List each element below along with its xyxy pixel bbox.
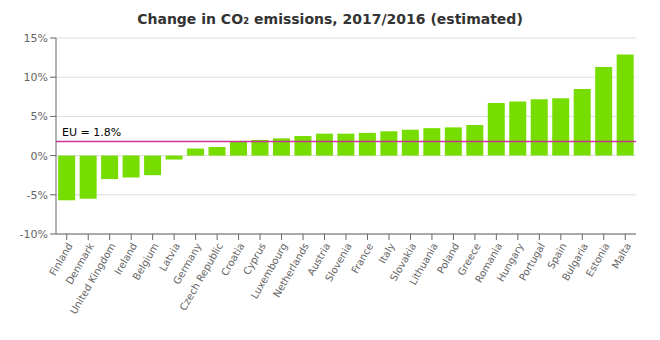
- svg-text:Greece: Greece: [455, 241, 483, 278]
- svg-text:Poland: Poland: [435, 241, 462, 276]
- svg-text:Italy: Italy: [376, 241, 396, 265]
- svg-text:Lithuania: Lithuania: [407, 241, 440, 287]
- svg-text:Cyprus: Cyprus: [241, 241, 268, 277]
- svg-text:Estonia: Estonia: [584, 241, 612, 278]
- svg-text:Portugal: Portugal: [517, 241, 547, 282]
- svg-text:Netherlands: Netherlands: [270, 241, 311, 300]
- svg-text:-5%: -5%: [27, 189, 48, 202]
- svg-text:Ireland: Ireland: [112, 241, 140, 277]
- svg-text:-10%: -10%: [20, 228, 48, 241]
- svg-text:Denmark: Denmark: [63, 241, 97, 287]
- svg-text:France: France: [349, 241, 375, 275]
- svg-text:Czech Republic: Czech Republic: [177, 241, 225, 312]
- svg-text:Hungary: Hungary: [494, 241, 526, 284]
- svg-text:Croatia: Croatia: [219, 241, 247, 278]
- svg-text:Slovakia: Slovakia: [387, 241, 419, 283]
- html-text:Change in CO₂ emissions, 2017/: Change in CO₂ emissions, 2017/2016 (esti…: [137, 11, 523, 27]
- svg-text:Austria: Austria: [305, 241, 333, 278]
- svg-text:Luxembourg: Luxembourg: [248, 241, 290, 301]
- svg-text:Belgium: Belgium: [131, 241, 161, 282]
- svg-text:Germany: Germany: [171, 241, 204, 287]
- svg-text:10%: 10%: [24, 71, 48, 84]
- svg-text:15%: 15%: [24, 32, 48, 45]
- svg-text:Finland: Finland: [47, 241, 75, 278]
- svg-text:Latvia: Latvia: [157, 241, 182, 273]
- svg-text:5%: 5%: [31, 110, 48, 123]
- svg-text:Bulgaria: Bulgaria: [560, 241, 590, 282]
- svg-text:Spain: Spain: [545, 241, 569, 271]
- svg-text:Malta: Malta: [610, 241, 633, 270]
- svg-text:0%: 0%: [31, 150, 48, 163]
- svg-text:Romania: Romania: [472, 241, 505, 285]
- svg-text:EU = 1.8%: EU = 1.8%: [62, 126, 121, 139]
- svg-text:Slovenia: Slovenia: [323, 241, 354, 283]
- svg-text:United Kingdom: United Kingdom: [68, 241, 118, 316]
